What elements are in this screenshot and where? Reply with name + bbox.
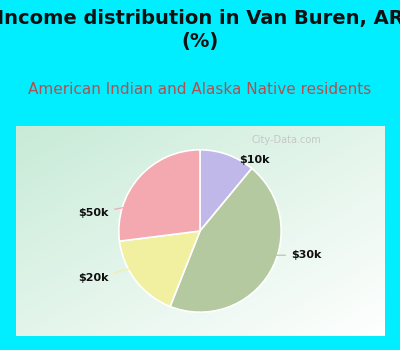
Wedge shape	[119, 150, 200, 241]
Text: $10k: $10k	[218, 155, 270, 185]
Wedge shape	[120, 231, 200, 307]
Text: $20k: $20k	[78, 260, 160, 283]
Text: Income distribution in Van Buren, AR
(%): Income distribution in Van Buren, AR (%)	[0, 9, 400, 51]
Text: $30k: $30k	[243, 250, 321, 260]
Text: City-Data.com: City-Data.com	[252, 135, 322, 145]
Wedge shape	[200, 150, 252, 231]
Wedge shape	[170, 168, 281, 312]
Text: American Indian and Alaska Native residents: American Indian and Alaska Native reside…	[28, 82, 372, 97]
Text: $50k: $50k	[79, 200, 162, 218]
